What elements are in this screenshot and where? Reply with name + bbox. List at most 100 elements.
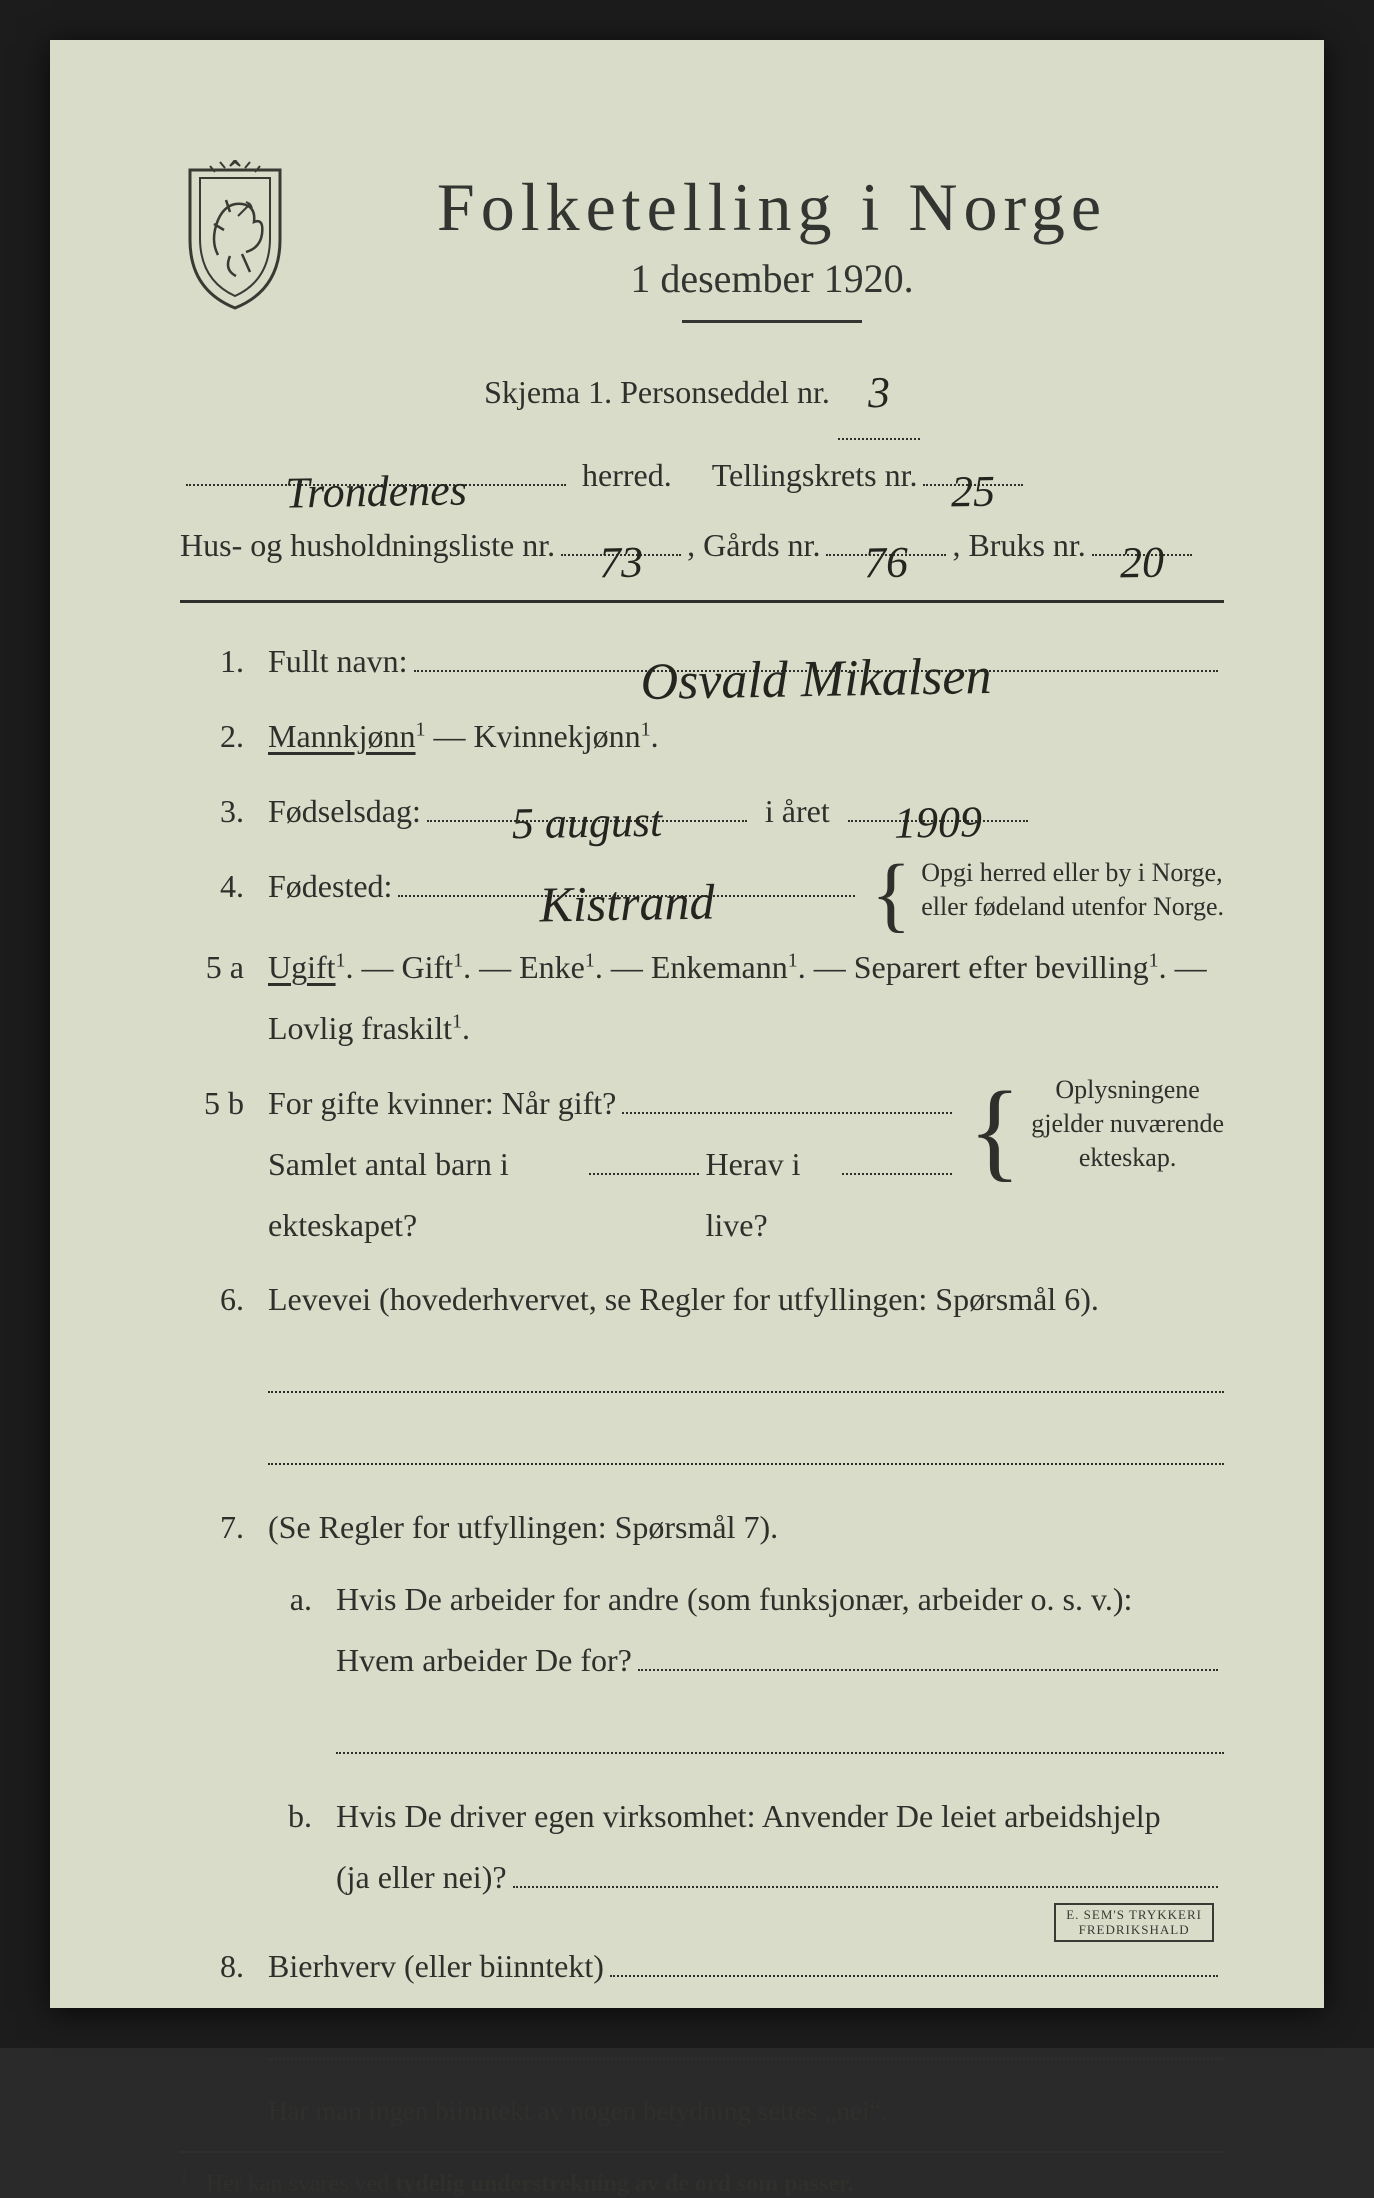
q2-dash: — [434,718,474,754]
q5a-ugift: Ugift [268,949,336,985]
q7b-body: Hvis De driver egen virksomhet: Anvender… [336,1786,1224,1908]
q5a-num: 5 a [180,937,244,998]
tellingskrets-nr-field: 25 [923,448,1023,485]
q7a-row2: Hvem arbeider De for? [336,1630,1224,1691]
birth-day-field: 5 august [427,785,747,822]
q5b-row1: For gifte kvinner: Når gift? [268,1073,958,1134]
q7-body: (Se Regler for utfyllingen: Spørsmål 7).… [268,1497,1224,1922]
q5b-note-text: Oplysningene gjelder nuværende ekteskap. [1031,1073,1224,1174]
bruk-nr-value: 20 [1119,514,1165,612]
stamp-l2: FREDRIKSHALD [1066,1923,1202,1937]
q7a-field [638,1634,1218,1671]
q5b-l1a: For gifte kvinner: Når gift? [268,1073,616,1134]
q8-row: Bierhverv (eller biinntekt) [268,1936,1224,1997]
q7b: b. Hvis De driver egen virksomhet: Anven… [268,1786,1224,1908]
sup-2: 1 [453,950,463,972]
title-subtitle: 1 desember 1920. [320,255,1224,302]
q7a-l2: Hvem arbeider De for? [336,1630,632,1691]
q5a-body: Ugift1. — Gift1. — Enke1. — Enkemann1. —… [268,937,1224,1059]
q5b-note-l3: ekteskap. [1079,1143,1176,1172]
page-background: Folketelling i Norge 1 desember 1920. Sk… [0,0,1374,2048]
q6-blank-1 [268,1340,1224,1393]
q5b-note-l1: Oplysningene [1055,1075,1199,1104]
q7a-body: Hvis De arbeider for andre (som funksjon… [336,1569,1224,1772]
q6-num: 6. [180,1269,244,1330]
q8: 8. Bierhverv (eller biinntekt) Har man i… [180,1936,1224,2137]
sup-3: 1 [585,950,595,972]
q7a: a. Hvis De arbeider for andre (som funks… [268,1569,1224,1772]
q4-note: { Opgi herred eller by i Norge, eller fø… [871,856,1224,924]
q3-mid: i året [753,781,842,842]
schema-line: Skjema 1. Personseddel nr. 3 [180,341,1224,440]
herred-name-field: Trondenes [186,448,566,485]
q5b-body: For gifte kvinner: Når gift? Samlet anta… [268,1073,1224,1255]
coat-of-arms-icon [180,160,290,310]
footnote-text-b: tydelig understrekning av de ord som pas… [395,2171,853,2197]
q3-body: Fødselsdag: 5 august i året 1909 [268,781,1224,842]
title-main: Folketelling i Norge [320,170,1224,245]
q7b-row2: (ja eller nei)? [336,1847,1224,1908]
fullname-value: Osvald Mikalsen [639,628,992,733]
q7b-l1: Hvis De driver egen virksomhet: Anvender… [336,1786,1224,1847]
q5a-separert: Separert efter bevilling [854,949,1149,985]
q5a: 5 a Ugift1. — Gift1. — Enke1. — Enkemann… [180,937,1224,1059]
q4-body: Fødested: Kistrand { Opgi herred eller b… [268,856,1224,924]
q5b: 5 b For gifte kvinner: Når gift? Samlet … [180,1073,1224,1255]
q5b-left: For gifte kvinner: Når gift? Samlet anta… [268,1073,958,1255]
footnote: 1 Her kan svares ved tydelig understrekn… [180,2169,1224,2198]
q5b-note: { Oplysningene gjelder nuværende ekteska… [968,1073,1224,1174]
gard-nr-value: 76 [864,514,910,612]
q7b-num: b. [268,1786,312,1847]
birth-year-field: 1909 [848,785,1028,822]
q8-num: 8. [180,1936,244,1997]
q5a-enkemann: Enkemann [651,949,788,985]
document-paper: Folketelling i Norge 1 desember 1920. Sk… [50,40,1324,2008]
bruk-nr-field: 20 [1092,519,1192,556]
q3: 3. Fødselsdag: 5 august i året 1909 [180,781,1224,842]
q1-num: 1. [180,631,244,692]
q5b-l2b: Herav i live? [705,1134,836,1256]
q5b-l2a: Samlet antal barn i ekteskapet? [268,1134,583,1256]
q7a-num: a. [268,1569,312,1630]
q4-left: Fødested: Kistrand [268,856,861,917]
q7: 7. (Se Regler for utfyllingen: Spørsmål … [180,1497,1224,1922]
sup-5: 1 [1149,950,1159,972]
herred-name-value: Trondenes [284,443,467,543]
q3-num: 3. [180,781,244,842]
q8-body: Bierhverv (eller biinntekt) Har man inge… [268,1936,1224,2137]
q1-body: Fullt navn: Osvald Mikalsen [268,631,1224,692]
q6-body: Levevei (hovederhvervet, se Regler for u… [268,1269,1224,1482]
q6-blank-2 [268,1411,1224,1464]
q2-mann: Mannkjønn [268,718,416,754]
footnote-marker: 1 [180,2169,188,2186]
sup-1: 1 [336,950,346,972]
title-underline [682,320,862,323]
q4: 4. Fødested: Kistrand { Opgi herred elle… [180,856,1224,924]
q7b-field [513,1851,1218,1888]
birth-day-value: 5 august [511,779,663,865]
q4-label: Fødested: [268,856,392,917]
q5b-barn-field [589,1138,699,1175]
herred-line: Trondenes herred. Tellingskrets nr. 25 [180,440,1224,510]
q5a-gift: Gift [402,949,454,985]
sup-6: 1 [452,1011,462,1033]
q4-num: 4. [180,856,244,917]
bottom-hint: Har man ingen biinntekt av nogen betydni… [268,2086,1224,2137]
dash-3: . — [595,949,651,985]
q8-blank [268,2006,1224,2059]
gard-label: , Gårds nr. [687,510,820,580]
q1-label: Fullt navn: [268,631,408,692]
brace-icon: { [871,870,911,920]
q6: 6. Levevei (hovederhvervet, se Regler fo… [180,1269,1224,1482]
gard-nr-field: 76 [826,519,946,556]
fullname-field: Osvald Mikalsen [414,635,1218,672]
q1: 1. Fullt navn: Osvald Mikalsen [180,631,1224,692]
q3-label: Fødselsdag: [268,781,421,842]
q5b-ilive-field [842,1138,952,1175]
hus-nr-field: 73 [561,519,681,556]
q5a-enke: Enke [519,949,585,985]
q4-note-text: Opgi herred eller by i Norge, eller føde… [921,856,1224,924]
personseddel-nr-value: 3 [867,345,891,442]
dash-5: . — [1159,949,1207,985]
q5a-lovlig: Lovlig fraskilt [268,1010,452,1046]
